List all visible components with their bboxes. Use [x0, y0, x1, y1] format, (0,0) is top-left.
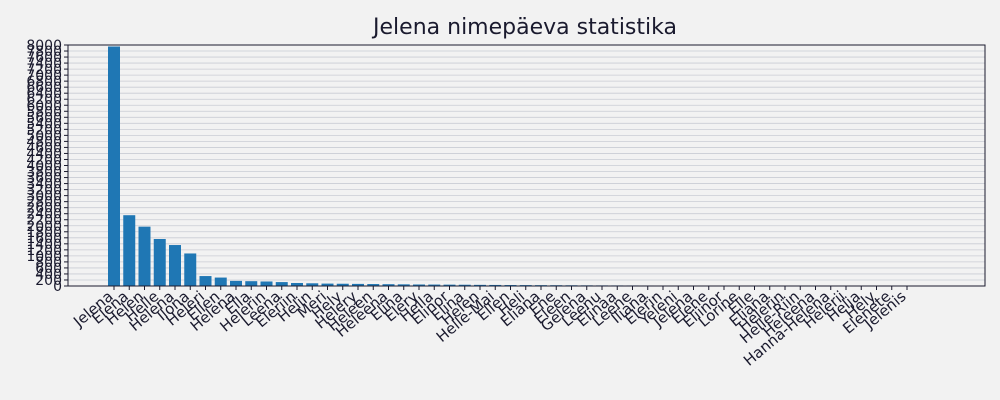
y-tick-label: 0	[53, 279, 62, 295]
y-tick-label: 6800	[26, 74, 62, 90]
y-tick-label: 4000	[26, 159, 62, 175]
y-tick-label: 8000	[26, 38, 62, 54]
bar	[489, 284, 502, 286]
y-tick-label: 1800	[26, 225, 62, 241]
y-tick-label: 7400	[26, 56, 62, 72]
y-tick-label: 1400	[26, 237, 62, 253]
y-tick-label: 6200	[26, 92, 62, 108]
bar	[108, 46, 120, 286]
y-tick-label: 3200	[26, 183, 62, 199]
bar	[458, 284, 471, 286]
y-tick-label: 5200	[26, 122, 62, 138]
bar	[260, 281, 273, 286]
y-tick-label: 7000	[26, 68, 62, 84]
bar	[321, 283, 334, 286]
bar	[397, 284, 410, 286]
y-tick-label: 2400	[26, 207, 62, 223]
bar	[428, 284, 441, 286]
bar	[184, 253, 197, 286]
chart-title: Jelena nimepäeva statistika	[371, 15, 677, 40]
y-tick-label: 4600	[26, 140, 62, 156]
x-axis-ticks: JelenaElenaHelenHelleHelenaIlonaHeleriEl…	[69, 286, 910, 370]
y-tick-label: 2600	[26, 201, 62, 217]
bar	[291, 282, 303, 286]
y-tick-label: 7800	[26, 44, 62, 60]
y-tick-label: 6400	[26, 86, 62, 102]
plot-frame	[67, 44, 986, 287]
y-tick-label: 400	[35, 267, 62, 283]
y-tick-label: 800	[35, 255, 62, 271]
bar	[352, 283, 364, 286]
bar	[367, 284, 380, 286]
y-tick-label: 2200	[26, 213, 62, 229]
y-axis-ticks: 0200400600800100012001400160018002000220…	[26, 38, 68, 295]
bar	[275, 282, 288, 286]
bar	[413, 284, 425, 286]
y-tick-label: 3800	[26, 165, 62, 181]
y-tick-label: 4800	[26, 134, 62, 150]
y-tick-label: 2800	[26, 195, 62, 211]
y-tick-label: 3400	[26, 177, 62, 193]
y-tick-label: 4400	[26, 146, 62, 162]
y-tick-label: 1000	[26, 249, 62, 265]
y-tick-label: 5600	[26, 110, 62, 126]
y-tick-label: 4200	[26, 152, 62, 168]
y-tick-label: 1600	[26, 231, 62, 247]
bar	[245, 281, 258, 286]
y-tick-label: 200	[35, 273, 62, 289]
y-tick-label: 7600	[26, 50, 62, 66]
grid	[68, 44, 985, 287]
y-tick-label: 3000	[26, 189, 62, 205]
y-tick-label: 6000	[26, 98, 62, 114]
y-tick-label: 600	[35, 261, 62, 277]
y-tick-label: 1200	[26, 243, 62, 259]
y-tick-label: 2000	[26, 219, 62, 235]
bar	[306, 283, 319, 286]
y-tick-label: 3600	[26, 171, 62, 187]
y-tick-label: 6600	[26, 80, 62, 96]
bar	[199, 276, 212, 286]
bar	[214, 277, 227, 286]
y-tick-label: 5800	[26, 104, 62, 120]
bar	[336, 283, 349, 286]
bar	[474, 284, 486, 286]
bar	[123, 215, 136, 286]
bar	[382, 284, 395, 286]
bar	[138, 226, 151, 286]
y-tick-label: 5000	[26, 128, 62, 144]
bar	[230, 280, 242, 286]
bar	[169, 245, 181, 286]
y-tick-label: 7200	[26, 62, 62, 78]
bar	[153, 239, 166, 286]
bar	[443, 284, 456, 286]
y-tick-label: 5400	[26, 116, 62, 132]
